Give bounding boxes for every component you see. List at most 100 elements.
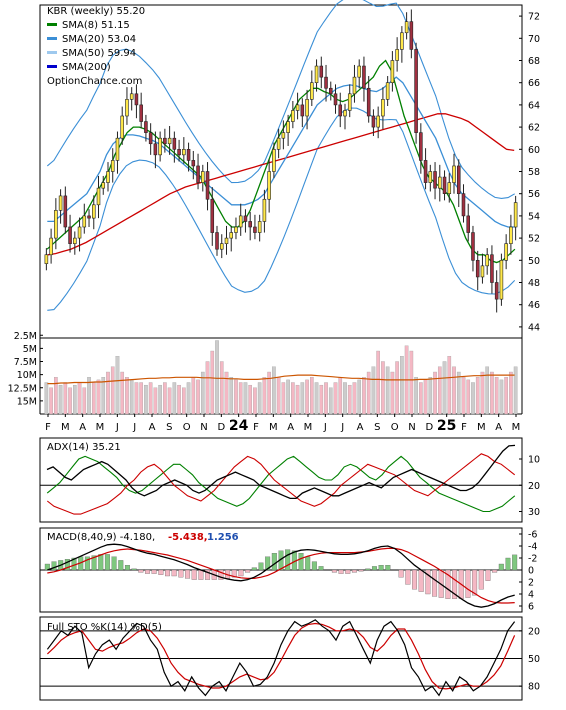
volume-bar	[338, 377, 343, 415]
macd-histogram-bar	[98, 554, 104, 571]
candle-body	[182, 149, 186, 156]
volume-bar	[466, 379, 471, 415]
macd-histogram-bar	[111, 556, 117, 571]
x-tick-label: A	[357, 422, 364, 433]
sto-axis-tick-label: 50	[528, 654, 540, 665]
x-tick-label: S	[374, 422, 380, 433]
macd-line	[47, 543, 515, 608]
macd-histogram-bar	[104, 554, 110, 571]
volume-bar	[125, 377, 129, 415]
volume-bar	[366, 371, 371, 415]
volume-bar	[139, 382, 143, 415]
volume-bar	[371, 366, 376, 415]
volume-bar	[267, 371, 271, 415]
sto-k-line	[46, 619, 516, 697]
candle-body	[319, 65, 324, 78]
price-axis-tick-label: 70	[528, 34, 540, 45]
candle-body	[163, 137, 167, 145]
volume-bar	[357, 379, 362, 415]
candle-body	[291, 110, 295, 122]
x-tick-label: M	[512, 422, 521, 433]
x-tick-label: S	[166, 422, 172, 433]
price-panel: 44 46 48 50 52 54 56 58 60 62 64 66 68 70 72	[39, 0, 540, 339]
sma50-line	[47, 113, 515, 256]
volume-bar	[390, 371, 395, 415]
x-axis: F M A M J J A S O N D 24 F M A M J J A S O N D 25 F M A M	[45, 414, 520, 434]
candle-body	[210, 198, 215, 233]
candle-body	[257, 221, 262, 233]
volume-bar	[452, 366, 456, 415]
macd-histogram-bar	[478, 569, 484, 590]
macd-axis-tick-label: -4	[528, 542, 537, 553]
price-panel-frame	[39, 4, 523, 339]
candle-body	[433, 171, 437, 189]
volume-bar	[461, 377, 466, 415]
candle-body	[395, 49, 399, 61]
candle-body	[456, 165, 461, 194]
volume-bar	[447, 356, 452, 415]
volume-bar	[400, 356, 404, 415]
macd-signal-line	[47, 547, 515, 604]
macd-axis-tick-label: 0	[528, 566, 534, 577]
x-tick-label: M	[304, 422, 313, 433]
candle-body	[125, 99, 129, 117]
macd-axis-tick-label: 6	[528, 602, 534, 613]
candle-body	[63, 195, 68, 228]
price-axis-tick-label: 58	[528, 167, 540, 178]
candle-body	[120, 115, 124, 139]
x-tick-label: 25	[437, 418, 456, 434]
candle-body	[110, 160, 115, 172]
volume-bar	[480, 371, 485, 415]
candle-body	[234, 226, 238, 233]
price-legend: KBR (weekly) 55.20 SMA(8) 51.15 SMA(20) 53…	[47, 6, 145, 87]
candle-body	[205, 171, 210, 200]
candle-body	[73, 237, 77, 244]
candle-body	[442, 176, 447, 195]
x-tick-label: O	[183, 422, 191, 433]
volume-bar	[115, 356, 120, 415]
candle-body	[381, 99, 385, 117]
macd-histogram-bar	[258, 562, 264, 571]
volume-bar	[314, 382, 319, 415]
volume-bar	[205, 361, 210, 415]
volume-bar	[286, 379, 290, 415]
adx-axis-tick-label: 10	[528, 455, 540, 466]
candle-body	[300, 104, 305, 117]
candle-body	[504, 243, 508, 261]
macd-histogram-bar	[305, 556, 311, 571]
macd-histogram-bar	[205, 569, 211, 580]
volume-bar	[300, 382, 305, 415]
volume-panel: 15M 12.5M 10M 7.5M 5M 2.5M	[8, 330, 523, 415]
candle-body	[101, 182, 106, 189]
macd-histogram-bar	[465, 569, 471, 598]
x-tick-label: A	[287, 422, 294, 433]
macd-histogram-bar	[418, 569, 424, 592]
candle-body	[92, 204, 96, 219]
macd-histogram-bar	[445, 569, 451, 599]
volume-bar	[158, 384, 162, 415]
macd-axis-tick-label: 2	[528, 578, 534, 589]
candle-body	[201, 171, 205, 183]
candle-body	[352, 76, 357, 95]
macd-histogram-bar	[144, 569, 150, 574]
macd-histogram-bar	[191, 569, 197, 580]
volume-bar	[177, 384, 181, 415]
volume-bar	[513, 366, 518, 415]
volume-bar	[87, 377, 91, 415]
price-axis-tick-label: 68	[528, 56, 540, 67]
candle-body	[362, 65, 366, 89]
volume-bar	[172, 382, 177, 415]
volume-bar	[96, 379, 101, 415]
candle-body	[343, 110, 347, 117]
volume-bar	[49, 387, 53, 415]
legend-label: SMA(20) 53.04	[62, 34, 136, 45]
candle-body	[106, 171, 110, 183]
candle-body	[371, 115, 376, 128]
volume-average-line	[47, 374, 515, 385]
volume-axis-tick-label: 10M	[17, 370, 37, 381]
volume-bar	[200, 371, 205, 415]
volume-bar	[347, 384, 352, 415]
candle-body	[115, 137, 120, 161]
volume-bar	[129, 379, 134, 415]
candle-body	[219, 243, 224, 250]
